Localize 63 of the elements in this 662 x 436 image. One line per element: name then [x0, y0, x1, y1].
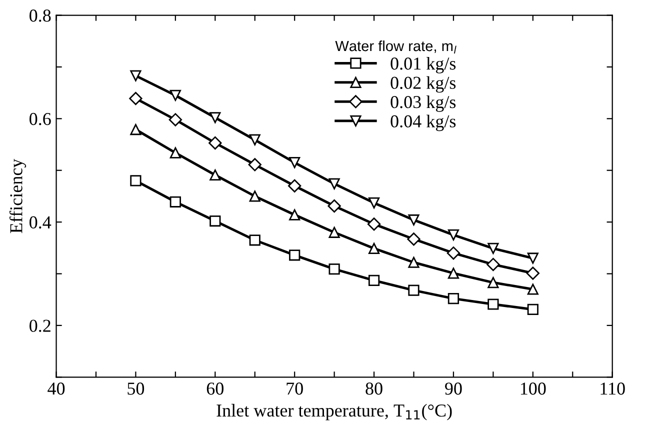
point	[408, 284, 420, 296]
point	[368, 242, 380, 254]
x-tick-label: 100	[520, 382, 546, 395]
point	[368, 197, 380, 208]
point	[170, 147, 181, 158]
point	[527, 304, 538, 315]
point	[249, 190, 260, 202]
x-tick-label: 50	[128, 382, 144, 395]
point	[448, 293, 460, 304]
point	[527, 252, 538, 264]
x-tick-label: 70	[286, 382, 303, 395]
point	[248, 158, 262, 172]
point	[408, 256, 420, 268]
point	[129, 92, 142, 106]
y-tick-label: 0.4	[30, 216, 52, 229]
point	[328, 264, 340, 275]
y-axis-title: Efficiency	[9, 158, 26, 234]
x-tick-label: 60	[206, 382, 224, 395]
point	[288, 179, 302, 192]
legend-title: Water flow rate, m$_{l}$	[335, 40, 456, 54]
point	[488, 242, 499, 254]
legend-label: 0.02 kg/s	[390, 76, 456, 93]
point	[407, 232, 420, 246]
point	[210, 169, 221, 181]
y-tick-label: 0.8	[30, 10, 51, 22]
point	[249, 234, 260, 246]
point	[289, 157, 300, 168]
point	[289, 209, 300, 220]
point	[208, 136, 222, 150]
x-axis-title: Inlet water temperature, T$_{11}$(°C)	[216, 404, 452, 420]
legend-label: 0.04 kg/s	[390, 114, 456, 132]
point	[170, 196, 181, 208]
point	[328, 178, 340, 190]
point	[446, 246, 460, 260]
point	[368, 274, 380, 286]
point	[210, 215, 221, 227]
point	[527, 284, 538, 295]
y-tick-label: 0.2	[30, 320, 50, 332]
x-tick-label: 90	[445, 382, 462, 395]
legend-label: 0.01 kg/s	[390, 56, 456, 74]
point	[249, 134, 260, 146]
point	[328, 199, 341, 213]
point	[130, 175, 142, 186]
point	[328, 226, 340, 238]
point	[289, 250, 300, 261]
point	[486, 258, 500, 272]
y-tick-label: 0.6	[30, 112, 51, 126]
point	[488, 276, 499, 288]
x-tick-label: 110	[600, 382, 625, 395]
legend-label: 0.03 kg/s	[390, 95, 456, 112]
point	[130, 70, 142, 82]
x-tick-label: 40	[48, 382, 65, 395]
point	[448, 229, 460, 241]
point	[130, 124, 142, 136]
x-tick-label: 80	[366, 382, 382, 395]
point	[210, 112, 221, 124]
point	[168, 113, 182, 126]
point	[488, 298, 499, 310]
point	[526, 266, 540, 280]
point	[367, 218, 381, 231]
point	[408, 214, 420, 226]
point	[170, 90, 181, 101]
point	[448, 268, 460, 279]
